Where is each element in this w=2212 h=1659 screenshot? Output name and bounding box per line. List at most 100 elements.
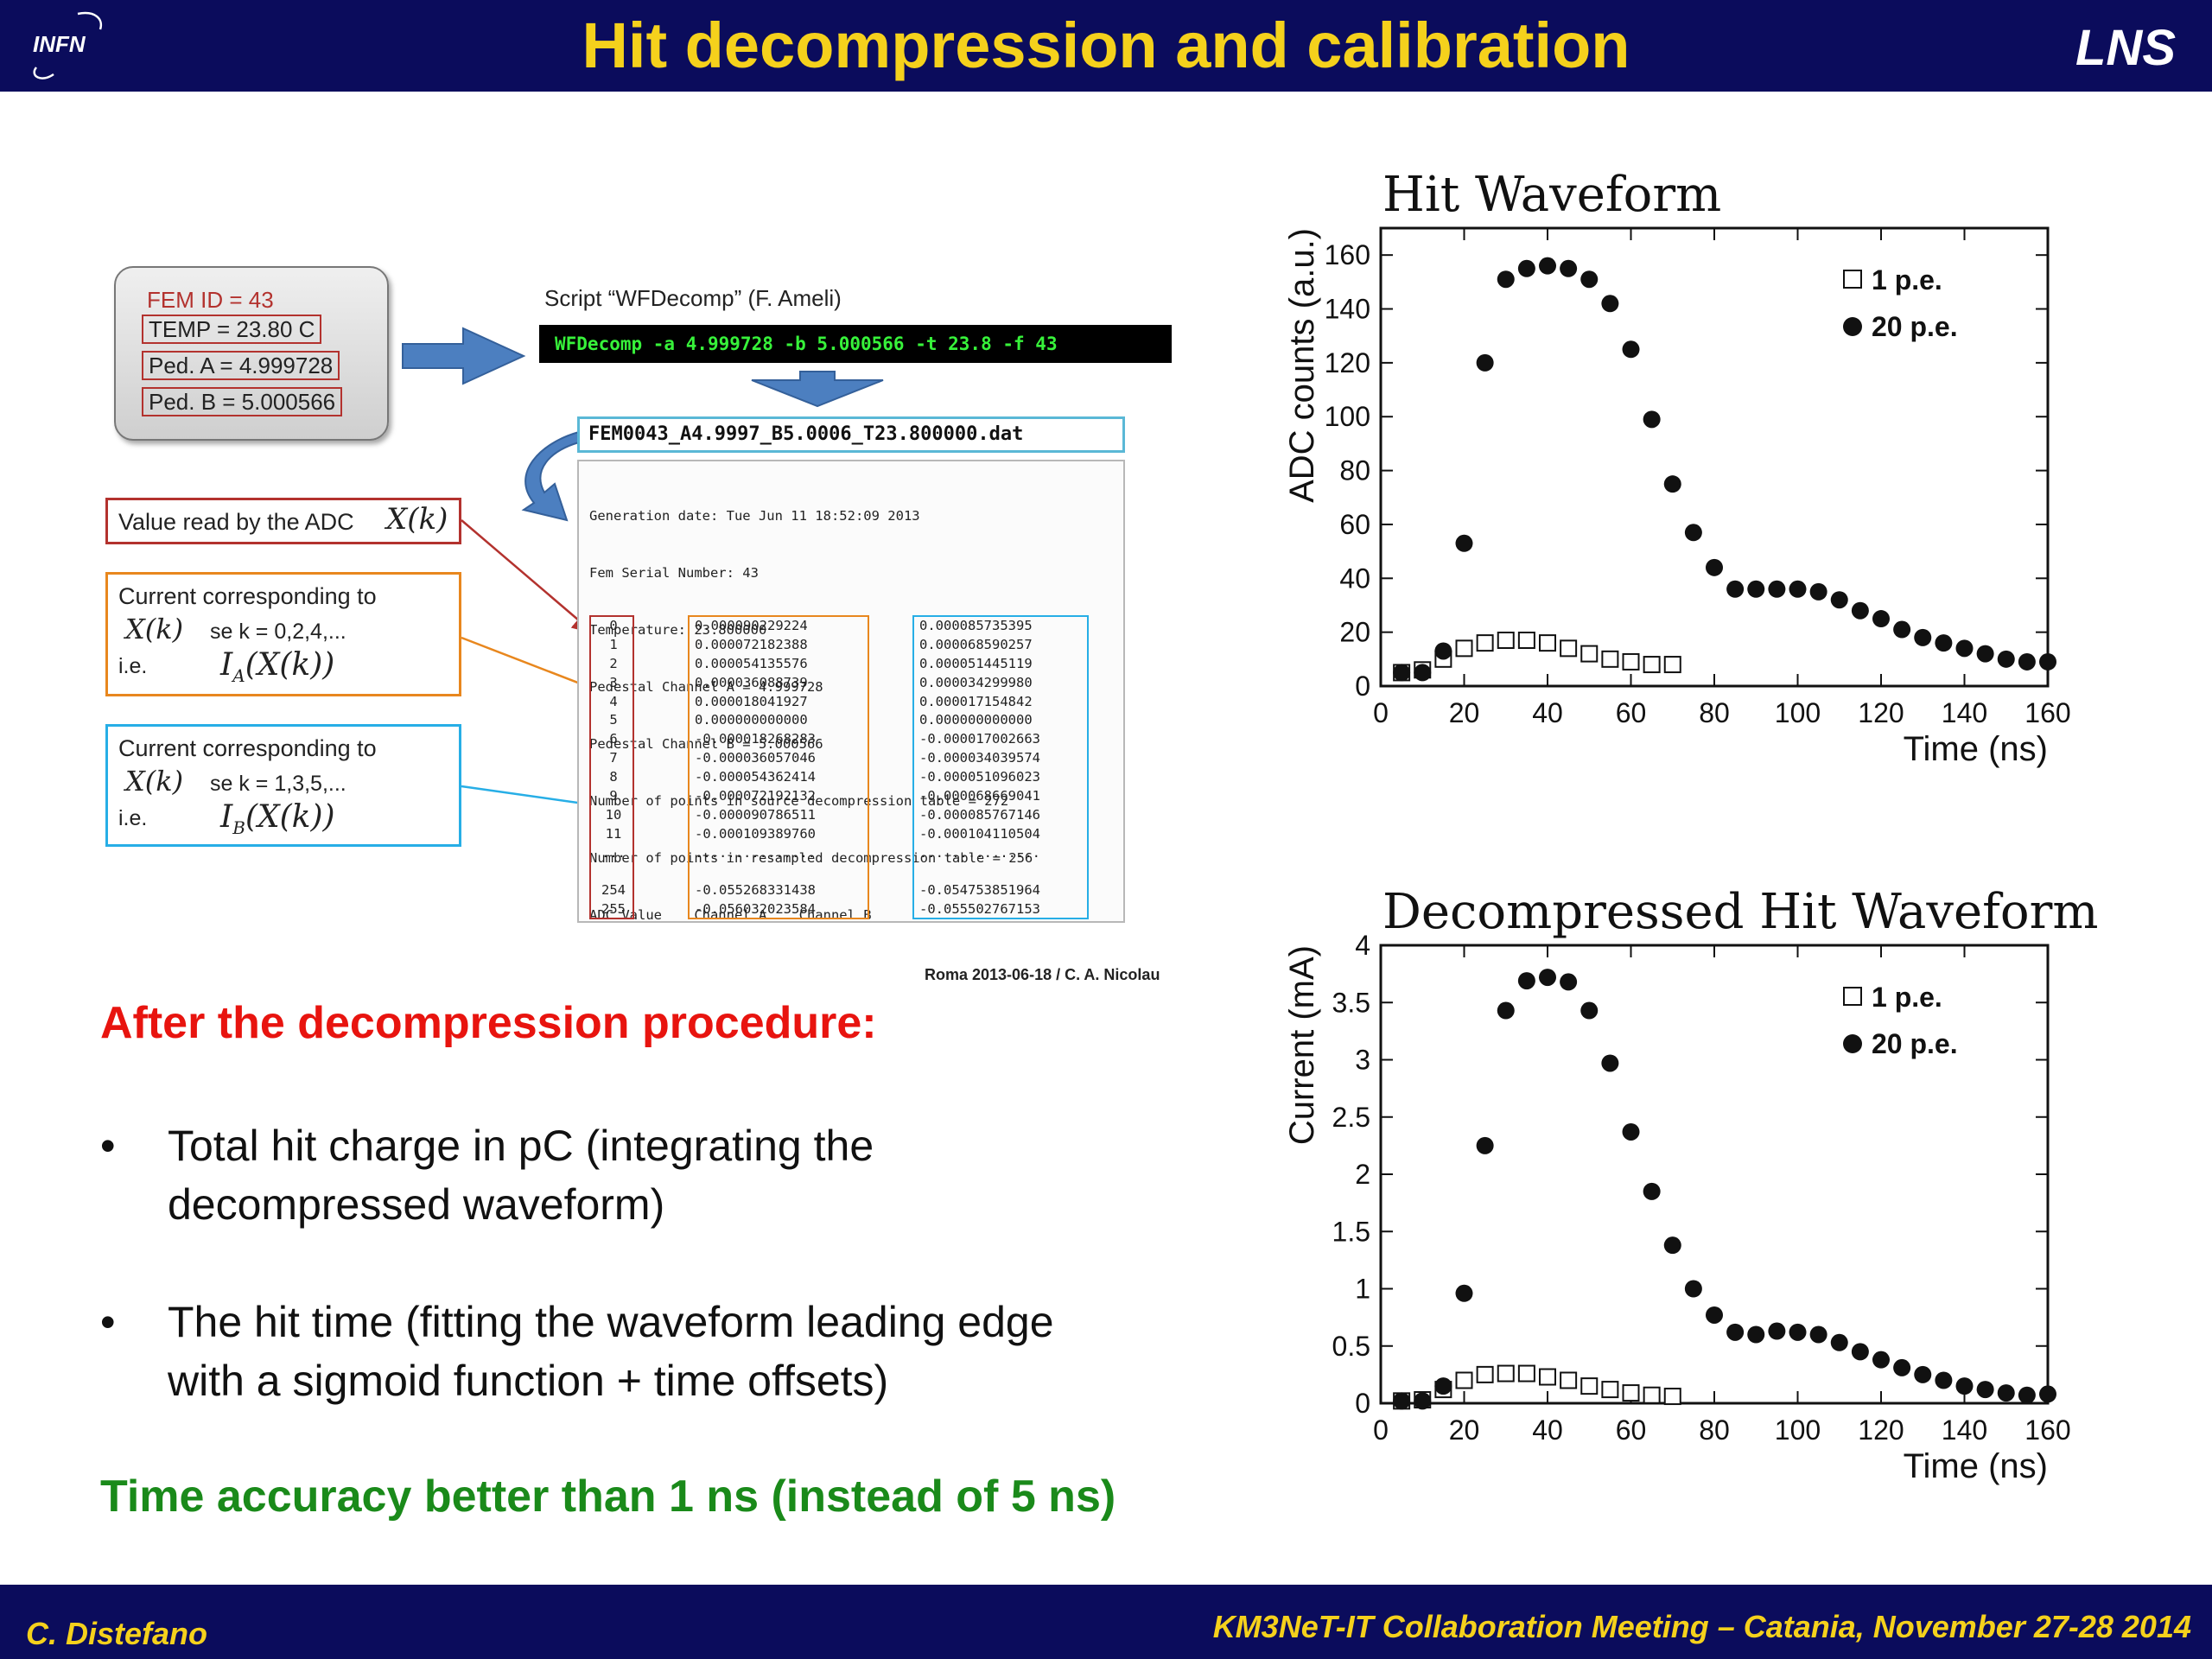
data-point-20pe (1935, 1371, 1953, 1389)
x-tick-label: 100 (1775, 697, 1821, 728)
data-point-20pe (1497, 1001, 1515, 1020)
data-point-20pe (1955, 1377, 1974, 1395)
bullet-charge-text: Total hit charge in pC (integrating the … (168, 1116, 1291, 1234)
x-tick-label: 20 (1449, 697, 1480, 728)
channel-a-value: -0.000072192132 (695, 788, 816, 804)
data-point-1pe (1560, 1371, 1578, 1389)
channel-b-formula-tail: (X(k)) (245, 799, 335, 835)
data-point-1pe (1539, 634, 1556, 652)
data-point-20pe (1539, 257, 1556, 275)
accuracy-note: Time accuracy better than 1 ns (instead … (100, 1471, 1116, 1522)
channel-a-annotation-math: X(k) (125, 613, 184, 645)
data-point-20pe (1684, 524, 1702, 542)
channel-b-value: 0.000034299980 (919, 674, 1033, 690)
file-content-box: Generation date: Tue Jun 11 18:52:09 201… (577, 460, 1125, 923)
data-point-20pe (1539, 969, 1556, 987)
y-tick-label: 1.5 (1332, 1216, 1370, 1247)
adc-value: 3 (609, 674, 618, 690)
bullet-time-text: The hit time (fitting the waveform leadi… (168, 1293, 1291, 1410)
channel-b-value: -0.000034039574 (919, 750, 1040, 766)
legend-entry: 1 p.e. (1872, 982, 1942, 1013)
adc-column-box (589, 615, 634, 919)
adc-value (596, 863, 631, 882)
y-tick-label: 120 (1325, 347, 1370, 378)
adc-value: 254 (601, 882, 626, 899)
data-point-20pe (1893, 620, 1911, 639)
script-label: Script “WFDecomp” (F. Ameli) (544, 285, 842, 311)
data-point-1pe (1663, 656, 1681, 674)
data-point-20pe (1872, 1351, 1890, 1369)
data-point-1pe (1455, 639, 1473, 658)
data-point-20pe (1517, 972, 1535, 990)
data-point-1pe (1517, 1364, 1535, 1382)
channel-a-value: -0.055268331438 (695, 882, 816, 899)
data-point-20pe (1789, 1323, 1807, 1341)
data-point-20pe (1622, 340, 1640, 359)
lns-label: LNS (2075, 20, 2176, 76)
data-point-20pe (1497, 270, 1515, 289)
channel-a-value: -0.000090786511 (695, 806, 816, 823)
data-point-20pe (2039, 652, 2056, 671)
data-point-1pe (1539, 1368, 1556, 1386)
y-tick-label: 20 (1339, 617, 1370, 648)
data-point-20pe (1663, 475, 1681, 493)
channel-b-annotation-line2: se k = 1,3,5,... (210, 772, 346, 796)
data-point-20pe (1643, 1182, 1661, 1200)
adc-value: 5 (609, 712, 618, 728)
adc-value: ... (601, 844, 626, 861)
fem-id: FEM ID = 43 (147, 287, 274, 313)
channel-b-value: -0.000104110504 (919, 825, 1040, 842)
file-metadata: Generation date: Tue Jun 11 18:52:09 201… (589, 468, 1033, 963)
channel-a-formula: IA(X(k)) (220, 647, 334, 686)
legend-entry: 20 p.e. (1872, 311, 1958, 342)
adc-value: 6 (609, 731, 618, 747)
adc-value: 0 (609, 618, 618, 633)
channel-a-formula-sub: A (232, 665, 245, 687)
adc-annotation-text: Value read by the ADC (118, 509, 354, 535)
channel-b-value: -0.000051096023 (919, 769, 1040, 785)
data-point-20pe (1706, 1306, 1723, 1324)
data-point-1pe (1455, 1371, 1473, 1389)
x-tick-label: 140 (1942, 1414, 1987, 1446)
channel-b-value: -0.000068669041 (919, 788, 1040, 804)
channel-a-value: -0.000054362414 (695, 769, 816, 785)
channel-a-annotation: Current corresponding to X(k) se k = 0,2… (105, 572, 461, 696)
channel-b-value: 0.000051445119 (919, 655, 1033, 671)
channel-b-formula-sub: B (232, 817, 245, 839)
y-tick-label: 3 (1355, 1045, 1370, 1076)
channel-b-annotation-math: X(k) (125, 765, 184, 798)
data-point-20pe (1455, 534, 1473, 552)
y-tick-label: 160 (1325, 239, 1370, 270)
channel-b-value: -0.055502767153 (919, 901, 1040, 918)
channel-b-annotation-line1: Current corresponding to (118, 735, 377, 761)
data-point-1pe (1517, 632, 1535, 649)
data-point-20pe (1726, 580, 1745, 598)
right-arrow-shape (402, 327, 526, 385)
adc-value: 2 (609, 655, 618, 671)
data-point-20pe (1393, 664, 1411, 682)
hit-waveform-svg: Hit Waveform 0 20 40 60 80 100 120 140 160 0 20 40 60… (1283, 167, 2071, 768)
data-point-1pe (1663, 1388, 1681, 1406)
data-point-20pe (1434, 1377, 1452, 1395)
plot-frame (1379, 226, 2050, 688)
data-point-20pe (1830, 591, 1848, 609)
data-point-20pe (2018, 1386, 2036, 1404)
data-point-20pe (1517, 259, 1535, 277)
channel-a-value: -0.000018268283 (695, 731, 816, 747)
data-point-20pe (1768, 580, 1786, 598)
meta-line: Generation date: Tue Jun 11 18:52:09 201… (589, 508, 920, 524)
data-point-20pe (1893, 1358, 1911, 1376)
data-point-20pe (1747, 1325, 1765, 1344)
x-tick-label: 80 (1699, 697, 1730, 728)
x-tick-label: 40 (1532, 697, 1563, 728)
channel-b-annotation-ie: i.e. (118, 806, 148, 830)
data-point-20pe (1851, 1343, 1869, 1361)
footer-event: KM3NeT-IT Collaboration Meeting – Catani… (1212, 1609, 2191, 1644)
y-tick-label: 3.5 (1332, 987, 1370, 1018)
data-point-20pe (1414, 1392, 1432, 1410)
x-tick-label: 140 (1942, 697, 1987, 728)
y-tick-label: 2.5 (1332, 1102, 1370, 1133)
data-point-20pe (2018, 652, 2036, 671)
adc-value: 7 (609, 750, 618, 766)
meta-line: Fem Serial Number: 43 (589, 565, 759, 581)
